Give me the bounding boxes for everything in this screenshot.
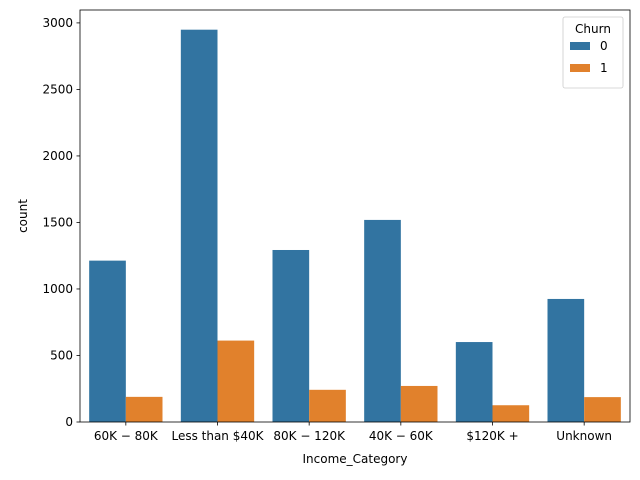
x-tick-label-0: 60K − 80K <box>94 429 159 443</box>
bar-churn-0-2 <box>272 249 310 422</box>
x-axis-label: Income_Category <box>303 452 408 466</box>
y-tick-label-1: 500 <box>50 348 73 362</box>
x-tick-label-5: Unknown <box>556 429 612 443</box>
bar-churn-1-3 <box>400 385 438 422</box>
legend-swatch-0 <box>570 42 590 50</box>
y-tick-label-5: 2500 <box>42 82 73 96</box>
y-tick-label-6: 3000 <box>42 16 73 30</box>
bar-churn-0-5 <box>547 298 585 422</box>
bar-churn-1-1 <box>217 340 255 422</box>
y-tick-label-0: 0 <box>65 415 73 429</box>
y-tick-label-2: 1000 <box>42 282 73 296</box>
y-axis: 0 500 1000 1500 2000 2500 3000 <box>42 16 80 429</box>
bar-churn-1-0 <box>125 396 163 422</box>
bar-churn-0-0 <box>89 260 126 422</box>
legend-label-1: 1 <box>600 61 608 75</box>
bar-churn-1-5 <box>584 397 621 422</box>
x-tick-label-4: $120K + <box>466 429 518 443</box>
x-tick-label-1: Less than $40K <box>171 429 264 443</box>
bars-group <box>89 29 621 422</box>
x-axis: 60K − 80K Less than $40K 80K − 120K 40K − 6… <box>94 422 612 443</box>
bar-churn-1-2 <box>309 389 346 422</box>
bar-churn-0-1 <box>180 29 218 422</box>
x-tick-label-3: 40K − 60K <box>369 429 434 443</box>
y-axis-label: count <box>16 199 30 233</box>
bar-churn-0-3 <box>364 219 401 422</box>
y-tick-label-3: 1500 <box>42 215 73 229</box>
legend: Churn 0 1 <box>562 16 624 89</box>
bar-churn-0-4 <box>455 342 493 422</box>
legend-title: Churn <box>575 22 611 36</box>
y-tick-label-4: 2000 <box>42 149 73 163</box>
legend-swatch-1 <box>570 64 590 72</box>
legend-label-0: 0 <box>600 39 608 53</box>
plot-frame <box>79 9 631 423</box>
bar-churn-1-4 <box>492 405 530 422</box>
x-tick-label-2: 80K − 120K <box>273 429 346 443</box>
